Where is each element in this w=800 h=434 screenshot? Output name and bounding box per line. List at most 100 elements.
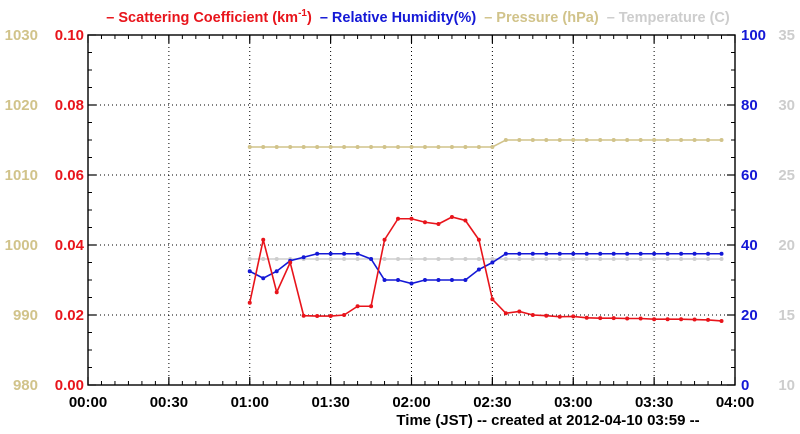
- series-point-1: [301, 255, 306, 260]
- humidity-tick-label: 60: [741, 167, 758, 184]
- series-point-2: [342, 145, 347, 149]
- series-point-0: [665, 317, 670, 322]
- series-point-1: [490, 260, 495, 265]
- series-point-2: [449, 145, 454, 149]
- series-point-3: [719, 257, 724, 261]
- series-point-0: [611, 316, 616, 321]
- pressure-tick-label: 1000: [5, 237, 38, 254]
- series-point-2: [328, 145, 333, 149]
- series-point-2: [625, 138, 630, 142]
- series-point-2: [382, 145, 387, 149]
- series-point-3: [436, 257, 441, 261]
- series-point-0: [490, 297, 495, 302]
- series-point-1: [611, 251, 616, 256]
- pressure-tick-label: 1020: [5, 97, 38, 114]
- series-point-0: [315, 314, 320, 319]
- series-point-2: [665, 138, 670, 142]
- series-point-3: [598, 257, 603, 261]
- x-tick-label: 04:00: [716, 394, 754, 411]
- series-point-1: [449, 278, 454, 282]
- series-point-0: [638, 316, 643, 321]
- series-point-0: [449, 215, 454, 219]
- series-point-1: [315, 251, 320, 256]
- series-point-0: [692, 317, 697, 322]
- humidity-tick-label: 20: [741, 307, 758, 324]
- series-point-3: [396, 257, 401, 261]
- series-point-3: [342, 257, 347, 261]
- series-point-2: [288, 145, 293, 149]
- series-point-1: [706, 251, 711, 256]
- series-point-3: [449, 257, 454, 261]
- series-point-1: [571, 251, 576, 256]
- humidity-tick-label: 80: [741, 97, 758, 114]
- series-point-3: [625, 257, 630, 261]
- scattering-axis: 0.00 0.02 0.04 0.06 0.08 0.10: [55, 27, 96, 394]
- series-point-0: [719, 318, 724, 323]
- series-point-2: [301, 145, 306, 149]
- series-point-3: [706, 257, 711, 261]
- series-point-2: [530, 138, 535, 142]
- series-point-2: [706, 138, 711, 142]
- series-point-1: [530, 251, 535, 256]
- series-point-0: [706, 317, 711, 322]
- series-point-2: [544, 138, 549, 142]
- x-tick-label: 03:30: [635, 394, 673, 411]
- series-line-0: [248, 216, 722, 322]
- series-point-1: [247, 269, 252, 274]
- series-point-2: [463, 145, 468, 149]
- series-line-2: [249, 139, 722, 148]
- pressure-tick-label: 1010: [5, 167, 38, 184]
- series-point-0: [409, 216, 414, 221]
- series-point-0: [557, 314, 562, 319]
- series-point-3: [476, 257, 481, 261]
- series-point-3: [409, 257, 414, 261]
- series-point-3: [355, 257, 360, 261]
- series-point-3: [382, 257, 387, 261]
- temperature-tick-label: 25: [778, 167, 795, 184]
- x-tick-label: 01:30: [311, 394, 349, 411]
- series-point-1: [665, 251, 670, 256]
- series-point-3: [517, 257, 522, 261]
- series-point-3: [544, 257, 549, 261]
- x-tick-label: 02:30: [473, 394, 511, 411]
- series-point-1: [369, 257, 374, 261]
- series-point-2: [396, 145, 401, 149]
- series-point-2: [503, 138, 508, 142]
- pressure-axis: 980 990 1000 1010 1020 1030: [5, 27, 38, 394]
- series-point-3: [557, 257, 562, 261]
- series-point-3: [328, 257, 333, 261]
- series-point-2: [517, 138, 522, 142]
- series-point-0: [584, 315, 589, 320]
- series-point-2: [476, 145, 481, 149]
- series-point-0: [463, 218, 468, 223]
- series-point-3: [247, 257, 252, 261]
- series-point-2: [611, 138, 616, 142]
- pressure-tick-label: 980: [13, 377, 38, 394]
- series-point-2: [261, 145, 266, 149]
- scattering-tick-label: 0.02: [55, 307, 84, 324]
- series-point-1: [692, 251, 697, 256]
- series-point-3: [490, 257, 495, 261]
- series-point-1: [274, 269, 279, 274]
- series-point-0: [382, 237, 387, 242]
- series-point-3: [530, 257, 535, 261]
- series-point-1: [261, 276, 266, 281]
- scattering-tick-label: 0.10: [55, 27, 84, 44]
- series-point-0: [517, 309, 522, 314]
- series-point-3: [422, 257, 427, 261]
- series-point-3: [274, 257, 279, 261]
- series-point-2: [571, 138, 576, 142]
- series-point-3: [571, 257, 576, 261]
- series-point-3: [503, 257, 508, 261]
- legend-scattering-prefix: – Scattering Coefficient (km: [106, 10, 298, 26]
- series-point-2: [422, 145, 427, 149]
- series-point-0: [422, 220, 427, 225]
- series-point-1: [463, 278, 468, 282]
- series-point-3: [611, 257, 616, 261]
- series-point-0: [530, 313, 535, 317]
- series-point-1: [517, 251, 522, 256]
- series-point-1: [638, 251, 643, 256]
- x-tick-label: 01:00: [231, 394, 269, 411]
- series-point-3: [315, 257, 320, 261]
